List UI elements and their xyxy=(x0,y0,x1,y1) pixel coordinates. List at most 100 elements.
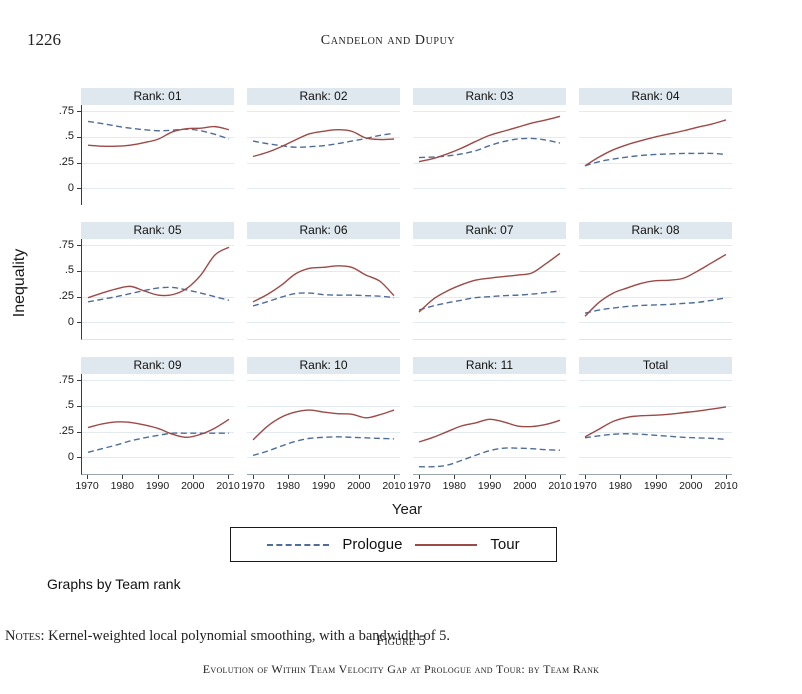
curves-total xyxy=(584,406,727,441)
y-tick-mark xyxy=(77,457,81,459)
gridline xyxy=(82,457,234,459)
prologue-line-rank-06 xyxy=(252,292,395,307)
x-tick-mark xyxy=(489,475,491,479)
curves-rank-04 xyxy=(584,119,727,167)
x-tick-label: 1970 xyxy=(241,480,265,492)
x-tick-mark xyxy=(726,475,727,479)
prologue-line-rank-09 xyxy=(87,432,229,453)
y-tick-label: .5 xyxy=(64,264,74,277)
x-tick-label: 1990 xyxy=(477,480,502,492)
gridline xyxy=(247,380,400,382)
x-tick-label: 2010 xyxy=(382,480,406,492)
panel-rank-09: Rank: 09 1970 1980 1990 2000 2010 xyxy=(75,357,240,501)
x-tick-label: 2000 xyxy=(181,480,205,492)
gridline xyxy=(247,111,400,113)
prologue-line-rank-01 xyxy=(87,120,230,140)
panel-title-rank-04: Rank: 04 xyxy=(579,88,732,105)
x-tick-label: 2010 xyxy=(548,480,572,492)
gridline xyxy=(579,188,732,190)
legend: Prologue Tour xyxy=(230,527,557,562)
curves-rank-05 xyxy=(87,246,230,303)
tour-line-rank-08 xyxy=(584,253,727,317)
tour-line-rank-06 xyxy=(252,265,395,303)
panel-title-rank-11: Rank: 11 xyxy=(413,357,566,374)
curves-rank-10 xyxy=(252,409,395,457)
x-tick-label: 2000 xyxy=(679,480,703,492)
prologue-line-sample xyxy=(267,543,330,546)
x-tick-mark xyxy=(157,475,159,479)
tour-line-rank-02 xyxy=(252,129,395,158)
panel-rank-01: Rank: 01 xyxy=(81,88,234,205)
y-tick-label: .25 xyxy=(58,290,74,303)
x-tick-mark xyxy=(690,475,692,479)
x-tick-mark xyxy=(560,475,561,479)
y-tick-label: .75 xyxy=(58,373,74,386)
gridline xyxy=(413,457,566,459)
y-tick-label: 0 xyxy=(67,450,74,463)
tour-line-rank-07 xyxy=(418,252,561,313)
gridline xyxy=(247,136,400,138)
panel-title-rank-08: Rank: 08 xyxy=(579,222,732,239)
plot-area-rank-07 xyxy=(413,239,566,340)
curves-rank-06 xyxy=(252,265,395,307)
gridline xyxy=(413,380,566,382)
notes-label: Notes xyxy=(5,628,41,644)
x-tick-label: 1990 xyxy=(643,480,668,492)
plot-area-rank-05 xyxy=(81,239,234,340)
curves-rank-11 xyxy=(418,418,561,468)
panel-rank-08: Rank: 08 xyxy=(579,222,732,340)
gridline xyxy=(413,162,566,164)
x-tick-mark xyxy=(122,475,124,479)
x-tick-mark xyxy=(454,475,456,479)
panel-rank-11: Rank: 11 1970 1980 1990 2000 2010 xyxy=(407,357,572,501)
graphs-by-note: Graphs by Team rank xyxy=(47,576,181,592)
gridline xyxy=(82,380,234,382)
x-tick-label: 2010 xyxy=(714,480,738,492)
panel-total: Total 1970 1980 1990 2000 2010 xyxy=(573,357,738,501)
prologue-line-rank-11 xyxy=(418,447,561,468)
tour-line-total xyxy=(584,406,727,438)
figure-notes: Notes: Kernel-weighted local polynomial … xyxy=(5,628,450,645)
x-tick-label: 1970 xyxy=(75,480,99,492)
y-tick-label: .5 xyxy=(64,130,74,143)
gridline xyxy=(413,431,566,433)
x-axis-total: 1970 1980 1990 2000 2010 xyxy=(573,475,738,501)
y-tick-mark xyxy=(77,270,81,272)
x-tick-label: 2000 xyxy=(347,480,371,492)
y-tick-mark xyxy=(77,322,81,324)
x-tick-mark xyxy=(524,475,526,479)
plot-area-rank-10 xyxy=(247,374,400,475)
panel-rank-03: Rank: 03 xyxy=(413,88,566,205)
panel-title-rank-03: Rank: 03 xyxy=(413,88,566,105)
panel-row-3: 0.25.5.75 Rank: 09 1970 1980 1990 2000 2010 Ran… xyxy=(40,357,746,501)
x-tick-label: 1980 xyxy=(608,480,632,492)
y-tick-label: .75 xyxy=(58,238,74,251)
prologue-line-rank-08 xyxy=(584,297,727,314)
tour-line-rank-04 xyxy=(584,119,727,167)
tour-line-rank-01 xyxy=(87,125,230,148)
x-tick-label: 2000 xyxy=(513,480,537,492)
panel-title-rank-10: Rank: 10 xyxy=(247,357,400,374)
y-tick-label: .25 xyxy=(58,156,74,169)
gridline xyxy=(247,245,400,247)
plot-area-rank-11 xyxy=(413,374,566,475)
y-tick-mark xyxy=(77,162,81,164)
y-axis-title: Inequality xyxy=(11,248,28,318)
plot-area-rank-08 xyxy=(579,239,732,340)
x-axis-rank-11: 1970 1980 1990 2000 2010 xyxy=(407,475,572,501)
gridline xyxy=(579,296,732,298)
gridline xyxy=(247,405,400,407)
y-tick-label: .75 xyxy=(58,104,74,117)
gridline xyxy=(247,431,400,433)
x-tick-mark xyxy=(192,475,194,479)
x-tick-label: 1980 xyxy=(276,480,300,492)
panel-rank-05: Rank: 05 xyxy=(81,222,234,340)
gridline xyxy=(247,457,400,459)
gridline xyxy=(247,270,400,272)
gridline xyxy=(579,322,732,324)
panel-title-rank-02: Rank: 02 xyxy=(247,88,400,105)
x-tick-label: 1970 xyxy=(407,480,431,492)
y-tick-label: 0 xyxy=(67,315,74,328)
prologue-line-total xyxy=(584,433,727,441)
panel-rank-06: Rank: 06 xyxy=(247,222,400,340)
